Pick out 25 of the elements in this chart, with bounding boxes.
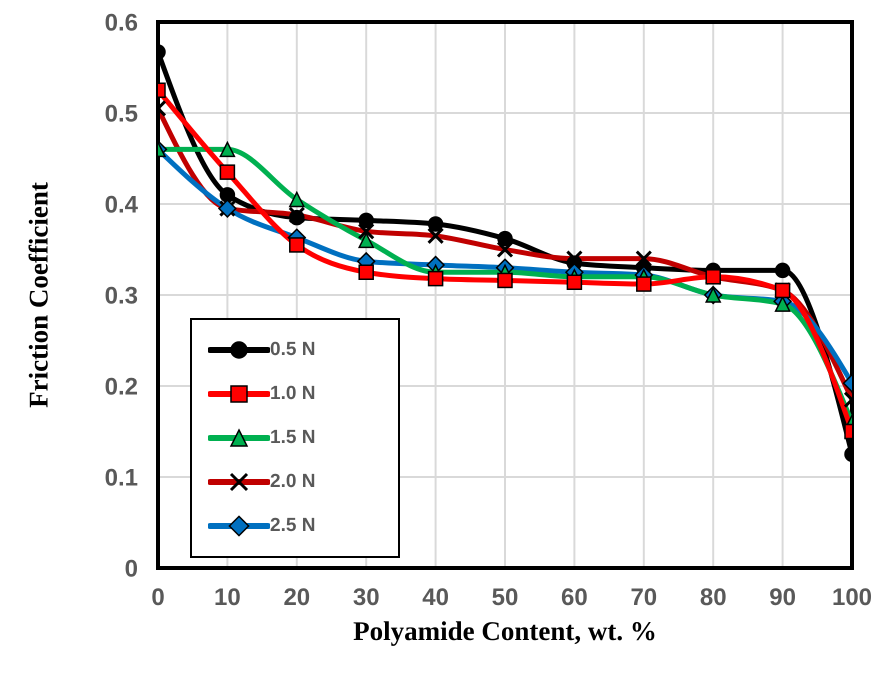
x-tick-label: 100 [832, 584, 872, 612]
y-tick-label: 0.6 [104, 10, 138, 37]
y-tick-label: 0.2 [104, 374, 138, 401]
legend-label: 0.5 N [270, 339, 316, 361]
x-tick-label: 90 [769, 584, 796, 612]
legend-label: 1.5 N [270, 427, 316, 449]
y-tick-label: 0.3 [104, 282, 138, 310]
y-tick-label: 0.5 [104, 100, 138, 128]
y-tick-label: 0 [124, 556, 138, 583]
x-tick-label: 80 [700, 584, 727, 612]
x-tick-label: 10 [214, 584, 241, 612]
x-tick-label: 20 [283, 584, 310, 612]
x-tick-label: 40 [422, 584, 449, 612]
legend-label: 1.0 N [270, 383, 316, 405]
x-tick-label: 60 [561, 584, 588, 612]
legend-label: 2.5 N [270, 515, 316, 537]
y-tick-label: 0.1 [104, 464, 138, 492]
y-axis-title: Friction Coefficient [24, 182, 54, 408]
x-tick-label: 50 [492, 584, 518, 612]
x-tick-label: 30 [352, 584, 380, 612]
x-axis-title: Polyamide Content, wt. % [353, 616, 657, 646]
x-tick-label: 0 [151, 584, 165, 612]
y-tick-label: 0.4 [104, 192, 139, 219]
legend-label: 2.0 N [270, 471, 316, 493]
x-tick-label: 70 [630, 584, 658, 612]
